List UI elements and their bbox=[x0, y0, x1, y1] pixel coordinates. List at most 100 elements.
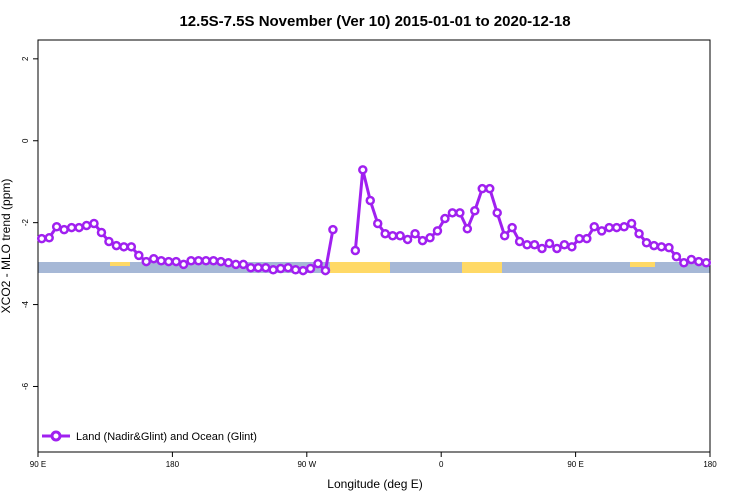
data-point bbox=[350, 245, 361, 256]
data-point bbox=[36, 233, 47, 244]
data-point bbox=[305, 263, 316, 274]
data-point bbox=[231, 259, 241, 270]
data-point bbox=[432, 226, 443, 236]
data-point bbox=[626, 218, 637, 229]
data-point bbox=[619, 222, 629, 232]
data-point bbox=[238, 259, 249, 270]
data-point bbox=[44, 233, 54, 243]
data-point bbox=[253, 262, 264, 273]
data-point bbox=[529, 240, 540, 250]
data-point bbox=[596, 226, 607, 236]
data-point bbox=[89, 218, 99, 229]
legend: Land (Nadir&Glint) and Ocean (Glint) bbox=[42, 430, 257, 443]
data-point bbox=[679, 258, 689, 268]
data-point bbox=[59, 224, 69, 235]
x-tick-label: 90 E bbox=[567, 460, 583, 469]
data-point bbox=[260, 262, 271, 273]
data-point bbox=[313, 258, 323, 269]
data-point bbox=[290, 265, 301, 275]
data-point bbox=[171, 256, 181, 267]
data-point bbox=[694, 256, 704, 267]
data-point bbox=[589, 222, 600, 232]
data-point bbox=[649, 240, 659, 251]
data-point bbox=[574, 233, 585, 244]
data-point bbox=[664, 242, 674, 253]
data-point bbox=[156, 255, 166, 266]
data-point bbox=[402, 234, 413, 245]
data-point bbox=[425, 233, 435, 243]
data-point bbox=[604, 222, 614, 233]
data-point bbox=[104, 236, 114, 247]
data-point bbox=[641, 237, 652, 248]
data-point bbox=[178, 259, 189, 270]
data-point bbox=[507, 222, 517, 233]
data-point bbox=[298, 265, 308, 276]
data-point bbox=[440, 213, 450, 224]
y-tick-label: -6 bbox=[21, 382, 30, 390]
data-point bbox=[186, 255, 196, 266]
data-point bbox=[328, 224, 338, 235]
data-point bbox=[208, 255, 219, 266]
data-point bbox=[223, 258, 234, 268]
y-tick-label: -4 bbox=[21, 300, 30, 308]
land-band bbox=[630, 262, 655, 267]
data-point bbox=[552, 243, 562, 254]
data-point bbox=[148, 253, 159, 264]
data-point bbox=[66, 222, 77, 233]
legend-label: Land (Nadir&Glint) and Ocean (Glint) bbox=[76, 431, 257, 443]
data-point bbox=[499, 231, 510, 241]
data-point bbox=[119, 242, 129, 252]
data-point bbox=[320, 265, 331, 276]
data-point bbox=[686, 254, 697, 265]
data-point bbox=[582, 233, 592, 244]
data-point bbox=[522, 240, 532, 250]
land-band bbox=[330, 262, 390, 273]
data-point bbox=[163, 256, 174, 267]
data-point bbox=[365, 195, 376, 206]
data-point bbox=[537, 243, 547, 254]
data-point bbox=[246, 262, 256, 273]
data-point bbox=[74, 222, 84, 233]
data-point bbox=[671, 251, 682, 262]
x-tick-label: 0 bbox=[439, 460, 444, 469]
data-point bbox=[455, 208, 465, 218]
data-point bbox=[387, 231, 398, 241]
data-point bbox=[96, 227, 107, 238]
data-point bbox=[544, 238, 555, 249]
data-point bbox=[126, 242, 137, 252]
x-axis-label: Longitude (deg E) bbox=[327, 477, 422, 491]
y-tick-label: 0 bbox=[21, 138, 30, 143]
data-point bbox=[372, 218, 383, 229]
data-point bbox=[701, 258, 712, 268]
data-point bbox=[141, 256, 152, 267]
legend-marker bbox=[50, 430, 62, 442]
data-point bbox=[514, 236, 525, 247]
data-point bbox=[417, 235, 428, 246]
data-point bbox=[81, 220, 92, 231]
y-tick-label: -2 bbox=[21, 219, 30, 227]
data-point bbox=[656, 242, 667, 252]
data-point bbox=[216, 256, 226, 267]
land-band bbox=[110, 262, 130, 266]
data-point bbox=[134, 250, 144, 261]
data-point bbox=[380, 228, 390, 239]
data-point bbox=[567, 242, 577, 252]
data-point bbox=[410, 228, 420, 239]
data-point bbox=[470, 206, 480, 216]
x-tick-label: 180 bbox=[703, 460, 717, 469]
data-point bbox=[611, 222, 622, 233]
plot-frame bbox=[37, 39, 711, 453]
data-point bbox=[477, 183, 488, 194]
y-axis-label: XCO2 - MLO trend (ppm) bbox=[0, 179, 13, 314]
data-point bbox=[111, 240, 122, 251]
data-point bbox=[201, 255, 211, 266]
data-point bbox=[492, 208, 502, 218]
surface-mask bbox=[38, 262, 710, 273]
data-point bbox=[51, 222, 62, 232]
data-point bbox=[283, 262, 293, 273]
data-point bbox=[275, 263, 286, 274]
x-tick-label: 90 E bbox=[30, 460, 46, 469]
data-point bbox=[268, 265, 278, 275]
y-tick-label: 2 bbox=[21, 56, 30, 61]
